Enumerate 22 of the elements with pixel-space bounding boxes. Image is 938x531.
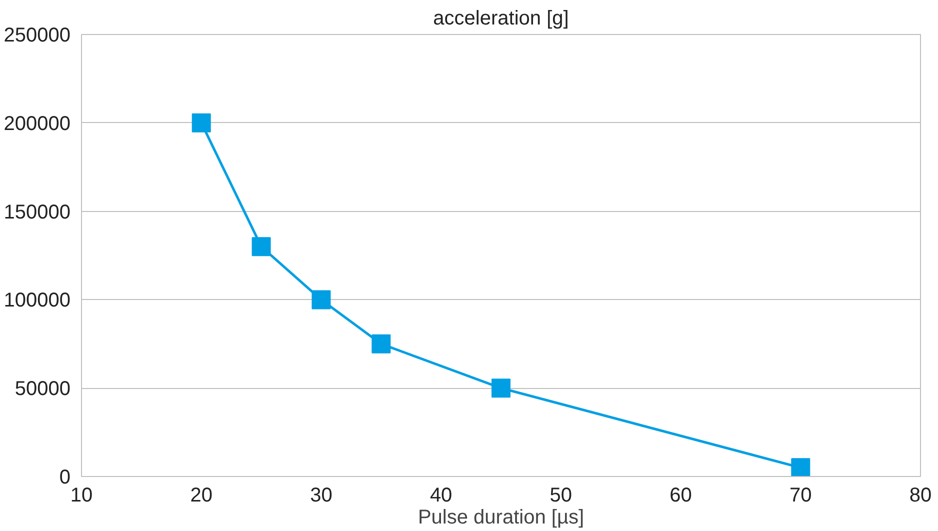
- y-tick-label: 0: [59, 466, 70, 488]
- x-tick-label: 40: [430, 484, 452, 506]
- chart-title: acceleration [g]: [433, 8, 569, 30]
- point: [791, 458, 810, 476]
- point: [372, 334, 391, 354]
- y-tick-label: 150000: [4, 201, 71, 224]
- point: [252, 237, 271, 256]
- x-tick-label: 60: [670, 484, 692, 506]
- x-tick-label: 50: [550, 484, 572, 506]
- point: [492, 378, 510, 398]
- x-tick-label: 70: [790, 484, 812, 506]
- x-axis-title: Pulse duration [µs]: [418, 506, 584, 528]
- x-tick-label: 10: [70, 484, 93, 506]
- y-tick-label: 100000: [4, 290, 71, 312]
- x-tick-label: 80: [909, 484, 932, 506]
- x-tick-label: 20: [190, 484, 212, 506]
- y-tick-label: 200000: [4, 112, 71, 135]
- y-tick-label: 250000: [4, 24, 71, 46]
- y-tick-label: 50000: [14, 378, 71, 400]
- point: [192, 113, 211, 132]
- point: [312, 290, 331, 310]
- x-tick-label: 30: [310, 484, 332, 506]
